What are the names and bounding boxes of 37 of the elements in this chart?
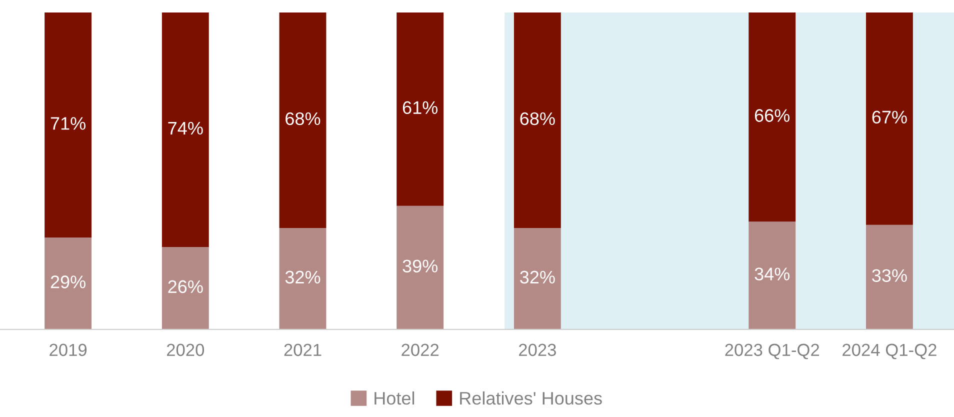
bar (396, 12, 444, 206)
bar (748, 12, 796, 222)
x-tick-label: 2022 (402, 344, 439, 356)
data-label: 74% (168, 122, 203, 135)
bar (866, 224, 913, 330)
legend-label: Hotel (374, 391, 414, 405)
bar (748, 222, 796, 330)
data-label: 39% (402, 260, 438, 272)
data-label: 68% (286, 112, 320, 126)
x-tick-label: 2021 (284, 344, 322, 356)
data-label: 29% (50, 276, 86, 288)
bar (44, 238, 92, 330)
data-label: 67% (872, 110, 907, 124)
data-label: 61% (402, 101, 438, 114)
bar (44, 12, 92, 238)
bar (866, 12, 913, 225)
x-tick-label: 2023 Q1-Q2 (725, 344, 820, 360)
x-tick-label: 2023 (518, 344, 556, 356)
x-tick-label: 2020 (166, 344, 204, 356)
data-label: 26% (168, 280, 203, 294)
data-label: 32% (285, 270, 320, 284)
bar (279, 12, 326, 228)
data-label: 68% (520, 112, 555, 126)
data-label: 66% (754, 109, 790, 122)
bar (396, 206, 444, 330)
x-tick-label: 2019 (50, 344, 87, 356)
bar (279, 228, 326, 330)
data-label: 34% (754, 268, 790, 280)
x-tick-label: 2024 Q1-Q2 (842, 344, 936, 360)
bar (514, 228, 561, 330)
data-label: 33% (872, 269, 907, 282)
bar (514, 12, 561, 228)
bar (162, 12, 209, 248)
bar (162, 247, 209, 330)
legend-label: Relatives' Houses (460, 391, 602, 405)
data-label: 71% (50, 117, 86, 130)
data-label: 32% (520, 270, 555, 284)
